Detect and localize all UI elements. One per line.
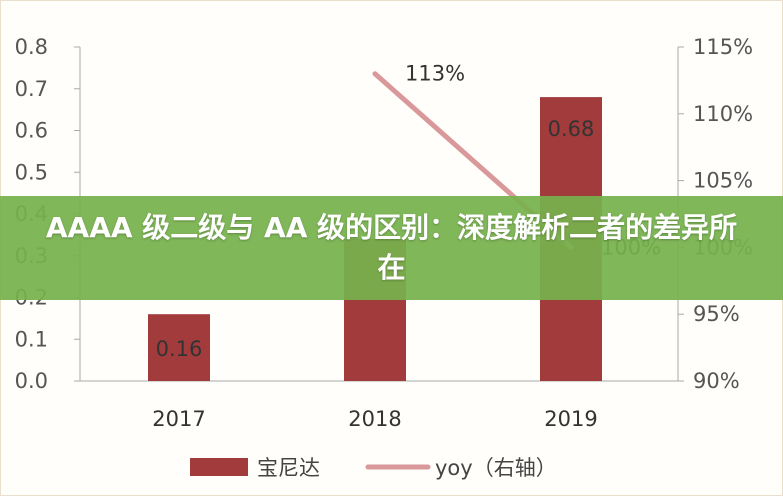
left-tick-label: 0.7 [15, 77, 48, 101]
bar-2017 [148, 314, 210, 381]
category-label: 2019 [544, 407, 597, 431]
left-tick-label: 0.8 [15, 35, 48, 59]
right-tick-label: 110% [693, 102, 753, 126]
legend-line-label: yoy（右轴） [435, 456, 557, 480]
title-banner: AAAA 级二级与 AA 级的区别：深度解析二者的差异所在 [0, 196, 783, 300]
right-tick-label: 90% [693, 369, 740, 393]
category-axis: 2017 2018 2019 [152, 407, 597, 431]
left-tick-label: 0.1 [15, 327, 48, 351]
category-label: 2018 [348, 407, 401, 431]
bar-data-label: 0.68 [548, 117, 595, 141]
left-tick-label: 0.6 [15, 119, 48, 143]
right-tick-label: 105% [693, 169, 753, 193]
right-tick-label: 95% [693, 302, 740, 326]
right-tick-label: 115% [693, 35, 753, 59]
legend-bar-label: 宝尼达 [257, 456, 320, 480]
left-tick-label: 0.5 [15, 160, 48, 184]
legend-bar-swatch [190, 458, 248, 476]
left-tick-label: 0.0 [15, 369, 48, 393]
legend: 宝尼达 yoy（右轴） [190, 456, 557, 480]
right-axis: 90%95%100%105%110%115% [677, 35, 753, 393]
line-data-label: 113% [405, 62, 465, 86]
category-label: 2017 [152, 407, 205, 431]
banner-title: AAAA 级二级与 AA 级的区别：深度解析二者的差异所在 [45, 211, 738, 284]
bar-data-label: 0.16 [156, 337, 203, 361]
